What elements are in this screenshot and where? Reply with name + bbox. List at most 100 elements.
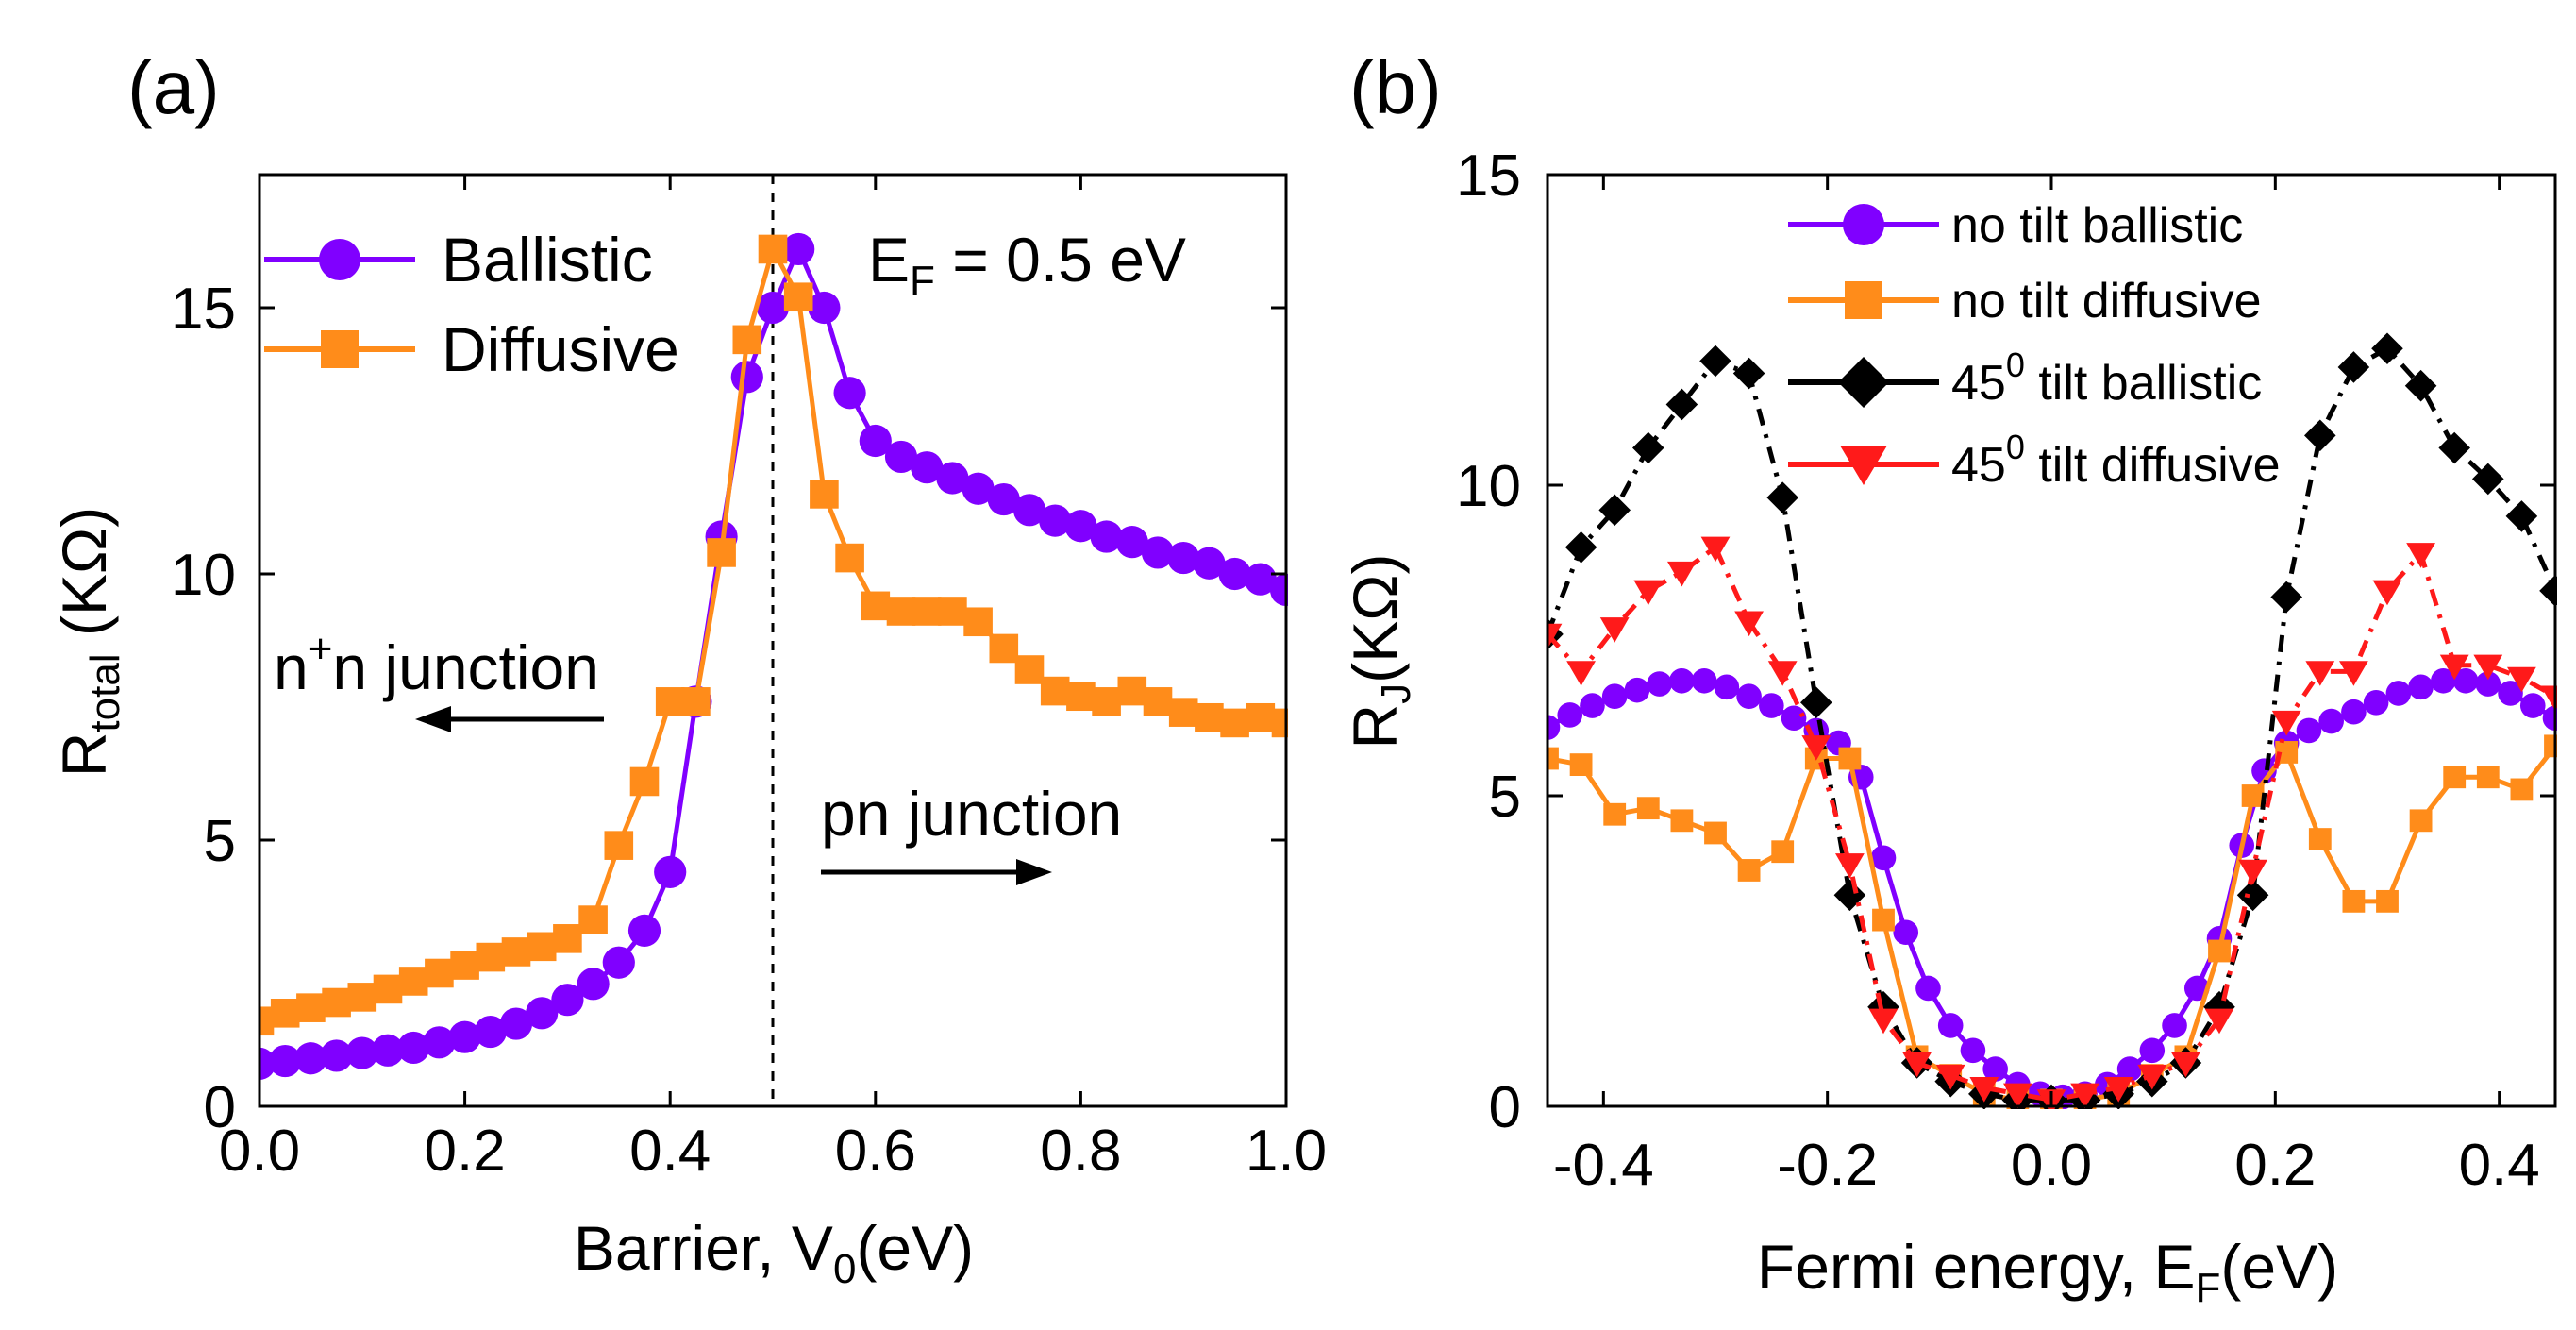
data-point: [322, 987, 351, 1018]
data-point: [2472, 463, 2504, 496]
data-point: [2376, 889, 2399, 913]
y-tick-label: 10: [1456, 454, 1521, 519]
y-tick-label: 15: [1456, 143, 1521, 209]
data-point: [1566, 661, 1596, 686]
data-point: [1915, 975, 1941, 1002]
nn-arrow: [415, 706, 604, 732]
data-point: [2475, 671, 2501, 697]
data-point: [629, 766, 660, 797]
data-point: [1714, 674, 1740, 700]
data-point: [1670, 809, 1694, 833]
y-tick-label: 15: [171, 277, 236, 342]
data-point: [732, 325, 762, 355]
data-point: [1168, 698, 1198, 727]
data-point: [526, 997, 559, 1030]
data-point: [1833, 879, 1866, 912]
panel-b-label: (b): [1349, 45, 1442, 129]
panel-b: (b) -0.4 -0.2 0.0 0.2 0.4 0 5 10 15 RJ(KΩ) Fermi…: [1340, 45, 2557, 1311]
data-point: [2363, 690, 2389, 716]
x-tick-label: 1.0: [1246, 1119, 1327, 1184]
data-point: [398, 967, 428, 996]
data-point: [345, 1036, 378, 1069]
y-tick-label: 10: [171, 543, 236, 608]
data-point: [2510, 778, 2534, 801]
data-point: [859, 424, 892, 458]
data-point: [2116, 1056, 2143, 1082]
data-point: [2238, 859, 2267, 885]
data-point: [758, 234, 788, 264]
data-point: [1244, 563, 1277, 596]
data-point: [2439, 654, 2469, 681]
data-point: [783, 282, 813, 312]
x-tick-label: 0.2: [2234, 1133, 2316, 1198]
data-point: [527, 932, 557, 962]
data-point: [1737, 859, 1761, 882]
series-ballistic: [259, 232, 1288, 1080]
data-point: [1704, 821, 1727, 845]
legend-item-no-tilt-diffusive: no tilt diffusive: [1788, 274, 2262, 328]
data-point: [1960, 1037, 1986, 1064]
data-point: [1902, 1052, 1932, 1078]
series-no-tilt-diffusive: [1547, 734, 2557, 1109]
data-point: [2139, 1037, 2166, 1064]
data-point: [448, 1020, 481, 1053]
y-tick-label: 0: [204, 1075, 236, 1140]
x-tick-label: 0.0: [219, 1119, 300, 1184]
data-point: [2339, 661, 2368, 686]
data-point: [1736, 683, 1762, 710]
data-point: [782, 232, 815, 266]
panel-a-xlabel: Barrier, V0(eV): [574, 1213, 974, 1292]
data-point: [423, 1026, 456, 1059]
data-point: [450, 951, 479, 980]
data-point: [2251, 758, 2277, 783]
data-point: [1838, 747, 1862, 770]
data-point: [1624, 677, 1650, 703]
data-point: [1632, 431, 1664, 464]
data-point: [2542, 705, 2557, 732]
x-tick-label: 0.4: [629, 1119, 711, 1184]
data-point: [987, 482, 1020, 516]
data-point: [2070, 1083, 2099, 1109]
data-point: [1039, 504, 1072, 537]
series-45-tilt-diffusive: [1547, 536, 2557, 1109]
data-point: [989, 633, 1019, 664]
data-point: [1195, 702, 1224, 732]
data-point: [1893, 919, 1919, 946]
data-point: [553, 924, 582, 953]
data-point: [269, 1044, 302, 1078]
data-point: [2208, 939, 2231, 963]
data-point: [730, 361, 763, 394]
data-point: [1141, 536, 1175, 569]
data-point: [1781, 705, 1807, 732]
data-point: [1801, 735, 1832, 761]
data-point: [1220, 708, 1249, 738]
pn-arrow: [821, 859, 1052, 885]
data-point: [270, 999, 300, 1028]
data-point: [1734, 611, 1764, 637]
legend-label-ballistic: Ballistic: [442, 225, 653, 295]
data-point: [397, 1031, 430, 1065]
data-point: [1667, 561, 1697, 587]
data-point: [373, 974, 403, 1004]
series-line-45-tilt-diffusive: [1547, 545, 2557, 1103]
data-point: [1557, 702, 1583, 728]
data-point: [1599, 617, 1630, 643]
data-point: [886, 597, 916, 626]
legend-item-45-tilt-ballistic: 450 tilt ballistic: [1788, 345, 2262, 411]
data-point: [1800, 686, 1832, 719]
data-point: [884, 440, 918, 474]
data-point: [2519, 693, 2546, 718]
data-point: [1066, 682, 1096, 712]
panel-b-ylabel: RJ(KΩ): [1340, 554, 1419, 749]
data-point: [1870, 845, 1897, 871]
data-point: [1193, 547, 1226, 580]
data-point: [320, 1039, 353, 1072]
panel-b-legend: no tilt ballistic no tilt diffusive 450 …: [1788, 198, 2281, 493]
data-point: [2271, 710, 2301, 736]
data-point: [2137, 1064, 2167, 1090]
data-point: [1669, 667, 1695, 694]
x-tick-label: 0.2: [424, 1119, 505, 1184]
data-point: [912, 597, 942, 626]
data-point: [1271, 708, 1288, 738]
